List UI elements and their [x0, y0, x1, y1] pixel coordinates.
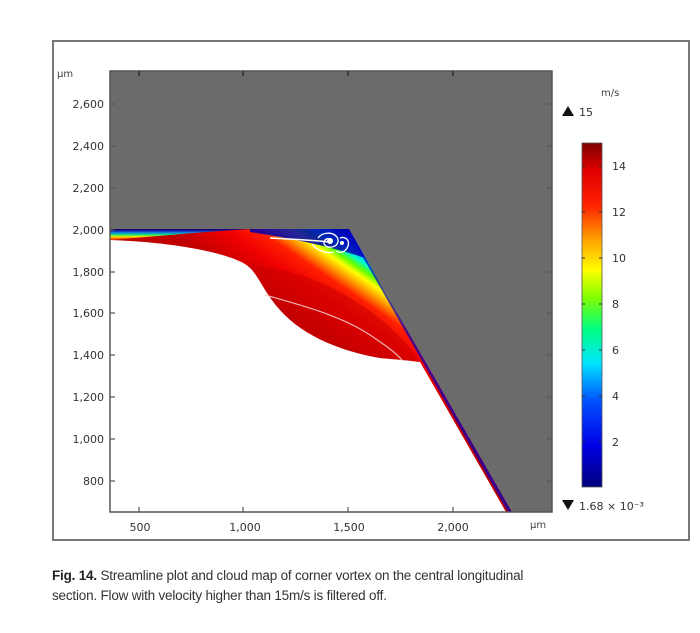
colorbar-tick-label: 2 [612, 436, 619, 449]
x-tick-label: 1,500 [333, 521, 365, 534]
x-tick-label: 1,000 [229, 521, 261, 534]
y-tick-label: 1,600 [73, 307, 105, 320]
y-tick-label: 2,400 [73, 140, 105, 153]
y-tick-label: 1,400 [73, 349, 105, 362]
y-tick-label: 2,200 [73, 182, 105, 195]
colorbar-max-label: 15 [579, 106, 593, 119]
y-tick-label: 800 [83, 475, 104, 488]
y-axis-labels: 2,600 2,400 2,200 2,000 1,800 1,600 1,40… [73, 98, 105, 488]
y-tick-label: 1,200 [73, 391, 105, 404]
colorbar-labels: 14 12 10 8 6 4 2 [612, 160, 626, 449]
colorbar-tick-label: 14 [612, 160, 626, 173]
filtered-region [110, 71, 552, 512]
caption-line-2: section. Flow with velocity higher than … [52, 588, 387, 603]
y-tick-label: 2,000 [73, 224, 105, 237]
colorbar-ticks [582, 165, 602, 443]
figure-label: Fig. 14. [52, 568, 97, 583]
y-tick-label: 1,000 [73, 433, 105, 446]
corner-vortex [311, 232, 350, 254]
colorbar-min-label: 1.68 × 10⁻³ [579, 500, 644, 513]
x-axis-labels: 500 1,000 1,500 2,000 [130, 521, 469, 534]
y-axis-ticks [110, 103, 552, 482]
colorbar-unit: m/s [601, 88, 619, 99]
streamline [264, 294, 403, 361]
min-marker-icon [562, 500, 574, 510]
y-axis-unit: µm [57, 69, 73, 80]
x-axis-unit: µm [530, 520, 546, 531]
y-tick-label: 2,600 [73, 98, 105, 111]
x-axis-ticks [138, 71, 454, 512]
figure-frame [52, 40, 690, 541]
colorbar-tick-label: 4 [612, 390, 619, 403]
colorbar-tick-label: 12 [612, 206, 626, 219]
plot-border [109, 70, 553, 513]
streamline-upper [269, 237, 331, 243]
colorbar [581, 142, 603, 488]
max-marker-icon [562, 106, 574, 116]
x-tick-label: 500 [130, 521, 151, 534]
colorbar-tick-label: 8 [612, 298, 619, 311]
y-tick-label: 1,800 [73, 266, 105, 279]
colorbar-tick-label: 10 [612, 252, 626, 265]
caption-line-1: Streamline plot and cloud map of corner … [100, 568, 524, 583]
figure-caption: Fig. 14. Streamline plot and cloud map o… [52, 566, 692, 606]
x-tick-label: 2,000 [437, 521, 469, 534]
colorbar-tick-label: 6 [612, 344, 619, 357]
